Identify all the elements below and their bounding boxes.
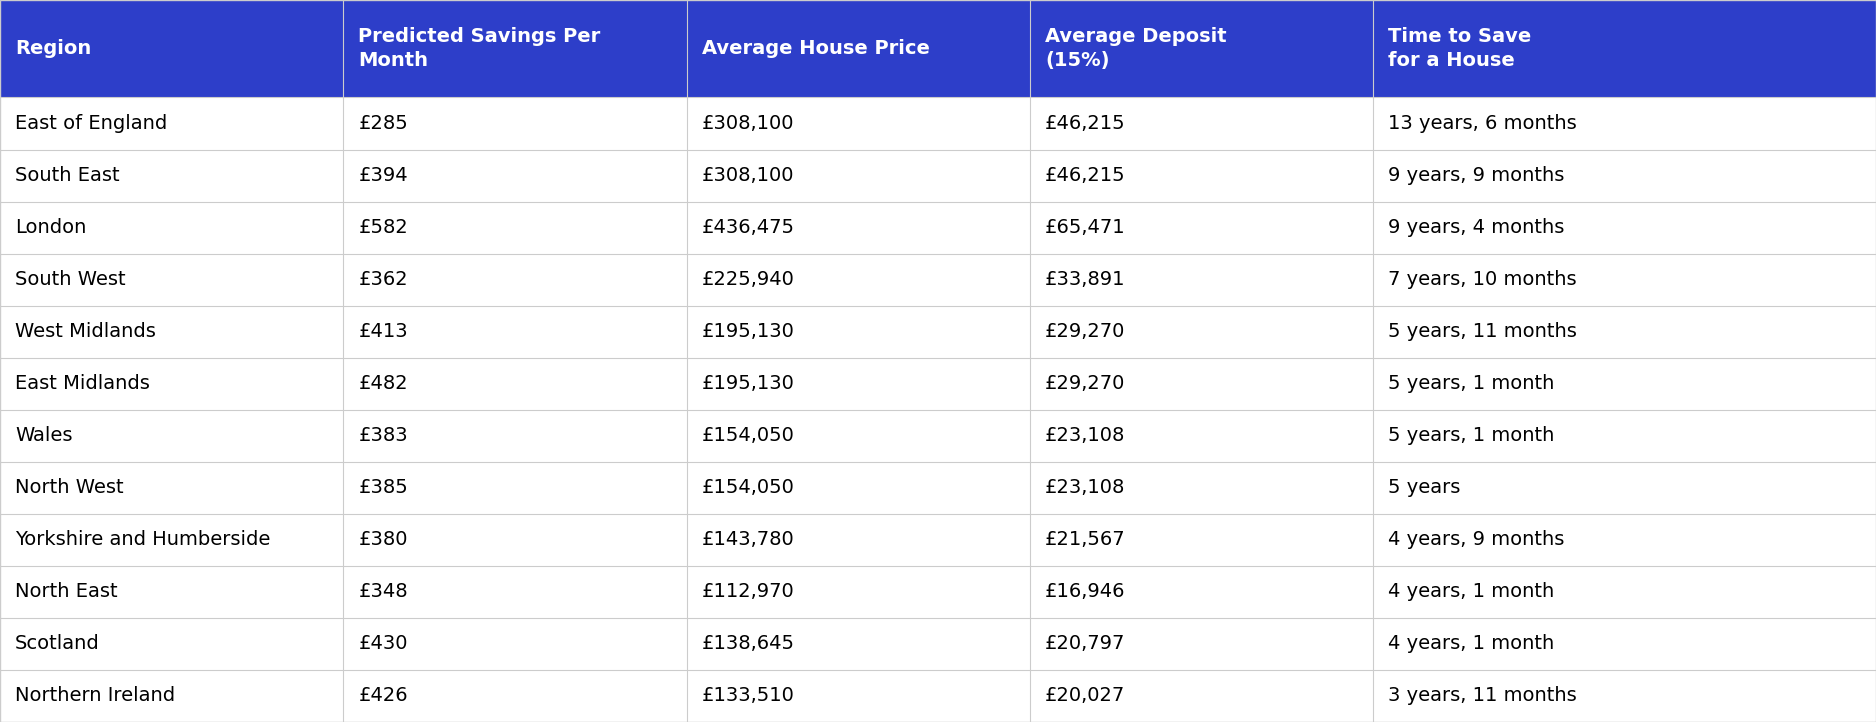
Text: £46,215: £46,215 xyxy=(1045,114,1126,133)
Text: £225,940: £225,940 xyxy=(702,270,795,289)
Text: £154,050: £154,050 xyxy=(702,478,795,497)
Text: £308,100: £308,100 xyxy=(702,166,794,185)
Text: London: London xyxy=(15,218,86,237)
Text: £16,946: £16,946 xyxy=(1045,583,1126,601)
Text: 5 years, 11 months: 5 years, 11 months xyxy=(1388,322,1578,342)
Text: £413: £413 xyxy=(358,322,407,342)
Text: £195,130: £195,130 xyxy=(702,374,795,393)
Text: £582: £582 xyxy=(358,218,409,237)
Text: £154,050: £154,050 xyxy=(702,426,795,445)
Text: South East: South East xyxy=(15,166,120,185)
Text: £29,270: £29,270 xyxy=(1045,322,1126,342)
Text: Northern Ireland: Northern Ireland xyxy=(15,687,174,705)
Text: £65,471: £65,471 xyxy=(1045,218,1126,237)
Text: 13 years, 6 months: 13 years, 6 months xyxy=(1388,114,1578,133)
Text: £112,970: £112,970 xyxy=(702,583,794,601)
Text: £362: £362 xyxy=(358,270,407,289)
Text: £29,270: £29,270 xyxy=(1045,374,1126,393)
Text: £195,130: £195,130 xyxy=(702,322,795,342)
Text: £143,780: £143,780 xyxy=(702,531,794,549)
Text: £436,475: £436,475 xyxy=(702,218,795,237)
Text: Region: Region xyxy=(15,39,92,58)
Text: Scotland: Scotland xyxy=(15,635,99,653)
Bar xyxy=(0,410,1876,462)
Text: 5 years, 1 month: 5 years, 1 month xyxy=(1388,374,1555,393)
Bar xyxy=(0,201,1876,253)
Text: £46,215: £46,215 xyxy=(1045,166,1126,185)
Text: South West: South West xyxy=(15,270,126,289)
Text: 9 years, 9 months: 9 years, 9 months xyxy=(1388,166,1565,185)
Text: £385: £385 xyxy=(358,478,409,497)
Bar xyxy=(0,0,1876,97)
Text: £285: £285 xyxy=(358,114,409,133)
Text: Average Deposit
(15%): Average Deposit (15%) xyxy=(1045,27,1227,70)
Text: 9 years, 4 months: 9 years, 4 months xyxy=(1388,218,1565,237)
Text: 5 years, 1 month: 5 years, 1 month xyxy=(1388,426,1555,445)
Text: £20,797: £20,797 xyxy=(1045,635,1126,653)
Text: East Midlands: East Midlands xyxy=(15,374,150,393)
Text: £20,027: £20,027 xyxy=(1045,687,1126,705)
Text: £138,645: £138,645 xyxy=(702,635,795,653)
Bar xyxy=(0,462,1876,514)
Text: Yorkshire and Humberside: Yorkshire and Humberside xyxy=(15,531,270,549)
Text: £23,108: £23,108 xyxy=(1045,426,1126,445)
Text: £23,108: £23,108 xyxy=(1045,478,1126,497)
Text: West Midlands: West Midlands xyxy=(15,322,156,342)
Text: £380: £380 xyxy=(358,531,407,549)
Text: East of England: East of England xyxy=(15,114,167,133)
Text: £133,510: £133,510 xyxy=(702,687,795,705)
Text: 7 years, 10 months: 7 years, 10 months xyxy=(1388,270,1578,289)
Bar xyxy=(0,566,1876,618)
Text: 3 years, 11 months: 3 years, 11 months xyxy=(1388,687,1578,705)
Text: Average House Price: Average House Price xyxy=(702,39,929,58)
Bar xyxy=(0,253,1876,305)
Text: £33,891: £33,891 xyxy=(1045,270,1126,289)
Bar xyxy=(0,618,1876,670)
Text: £482: £482 xyxy=(358,374,407,393)
Text: £348: £348 xyxy=(358,583,407,601)
Bar xyxy=(0,514,1876,566)
Bar xyxy=(0,305,1876,357)
Text: £426: £426 xyxy=(358,687,407,705)
Text: £21,567: £21,567 xyxy=(1045,531,1126,549)
Text: 4 years, 1 month: 4 years, 1 month xyxy=(1388,583,1555,601)
Text: North East: North East xyxy=(15,583,118,601)
Text: 4 years, 9 months: 4 years, 9 months xyxy=(1388,531,1565,549)
Text: Wales: Wales xyxy=(15,426,73,445)
Text: Predicted Savings Per
Month: Predicted Savings Per Month xyxy=(358,27,600,70)
Bar xyxy=(0,149,1876,201)
Text: £383: £383 xyxy=(358,426,407,445)
Text: Time to Save
for a House: Time to Save for a House xyxy=(1388,27,1531,70)
Text: North West: North West xyxy=(15,478,124,497)
Bar xyxy=(0,357,1876,409)
Bar xyxy=(0,97,1876,149)
Text: 4 years, 1 month: 4 years, 1 month xyxy=(1388,635,1555,653)
Text: £308,100: £308,100 xyxy=(702,114,794,133)
Text: 5 years: 5 years xyxy=(1388,478,1461,497)
Bar xyxy=(0,670,1876,722)
Text: £430: £430 xyxy=(358,635,407,653)
Text: £394: £394 xyxy=(358,166,407,185)
